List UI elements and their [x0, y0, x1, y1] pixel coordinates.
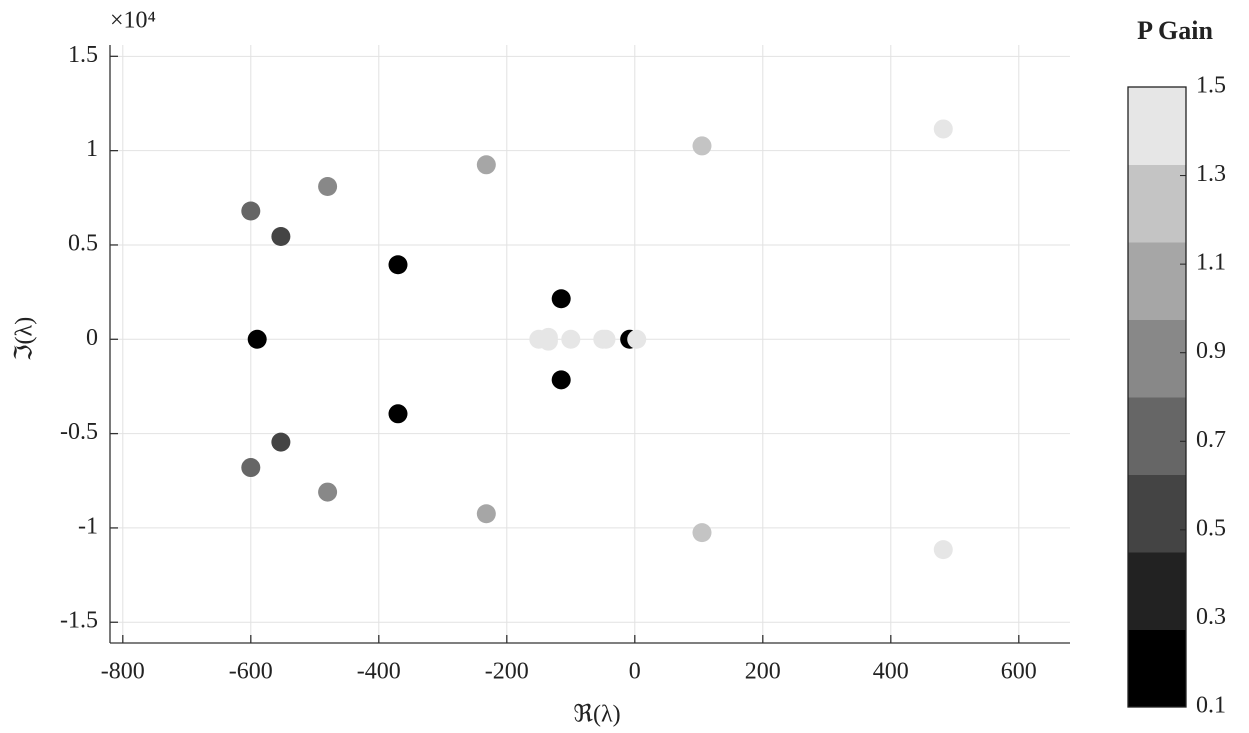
colorbar-segment: [1128, 242, 1186, 320]
colorbar-tick-label: 1.1: [1196, 250, 1226, 276]
x-tick-label: 400: [873, 659, 909, 685]
point: [561, 329, 581, 349]
point: [388, 404, 408, 424]
point: [692, 523, 712, 543]
point: [933, 119, 953, 139]
colorbar-tick-label: 1.5: [1196, 73, 1226, 99]
y-tick-label: -1.5: [60, 608, 98, 634]
point: [627, 329, 647, 349]
x-tick-label: -400: [357, 659, 401, 685]
point: [551, 289, 571, 309]
y-multiplier: ×10⁴: [110, 8, 156, 34]
x-tick-label: -200: [485, 659, 529, 685]
colorbar-segment: [1128, 164, 1186, 243]
colorbar-segment: [1128, 87, 1186, 165]
point: [241, 201, 261, 221]
x-tick-label: 600: [1001, 659, 1037, 685]
colorbar-tick-label: 0.1: [1196, 693, 1226, 719]
y-tick-label: 1: [86, 136, 98, 162]
x-tick-label: -800: [101, 659, 145, 685]
point: [596, 329, 616, 349]
colorbar-segment: [1128, 552, 1186, 630]
y-tick-label: 0: [86, 325, 98, 351]
point: [933, 540, 953, 560]
point: [318, 176, 338, 196]
point: [271, 432, 291, 452]
point: [476, 504, 496, 524]
colorbar-tick-label: 1.3: [1196, 161, 1226, 187]
colorbar-segment: [1128, 474, 1186, 553]
point: [692, 136, 712, 156]
colorbar-tick-label: 0.3: [1196, 604, 1226, 630]
x-axis-label: ℜ(λ): [573, 702, 620, 728]
y-tick-label: 1.5: [68, 42, 98, 68]
colorbar-segment: [1128, 629, 1186, 708]
y-tick-label: -0.5: [60, 419, 98, 445]
point: [318, 482, 338, 502]
colorbar-label: P Gain: [1137, 16, 1213, 45]
colorbar-tick-label: 0.9: [1196, 338, 1226, 364]
colorbar-tick-label: 0.5: [1196, 515, 1226, 541]
point: [388, 255, 408, 275]
colorbar-segment: [1128, 397, 1186, 475]
colorbar-tick-label: 0.7: [1196, 427, 1226, 453]
y-tick-label: 0.5: [68, 230, 98, 256]
point: [247, 329, 267, 349]
colorbar-frame: [1127, 86, 1187, 708]
point: [538, 331, 558, 351]
x-tick-label: 200: [745, 659, 781, 685]
point: [551, 370, 571, 390]
point: [476, 155, 496, 175]
x-tick-label: -600: [229, 659, 273, 685]
y-tick-label: -1: [78, 513, 98, 539]
y-axis-label: ℑ(λ): [12, 317, 38, 361]
point: [241, 458, 261, 478]
colorbar-segment: [1128, 319, 1186, 398]
x-tick-label: 0: [629, 659, 641, 685]
point: [271, 226, 291, 246]
